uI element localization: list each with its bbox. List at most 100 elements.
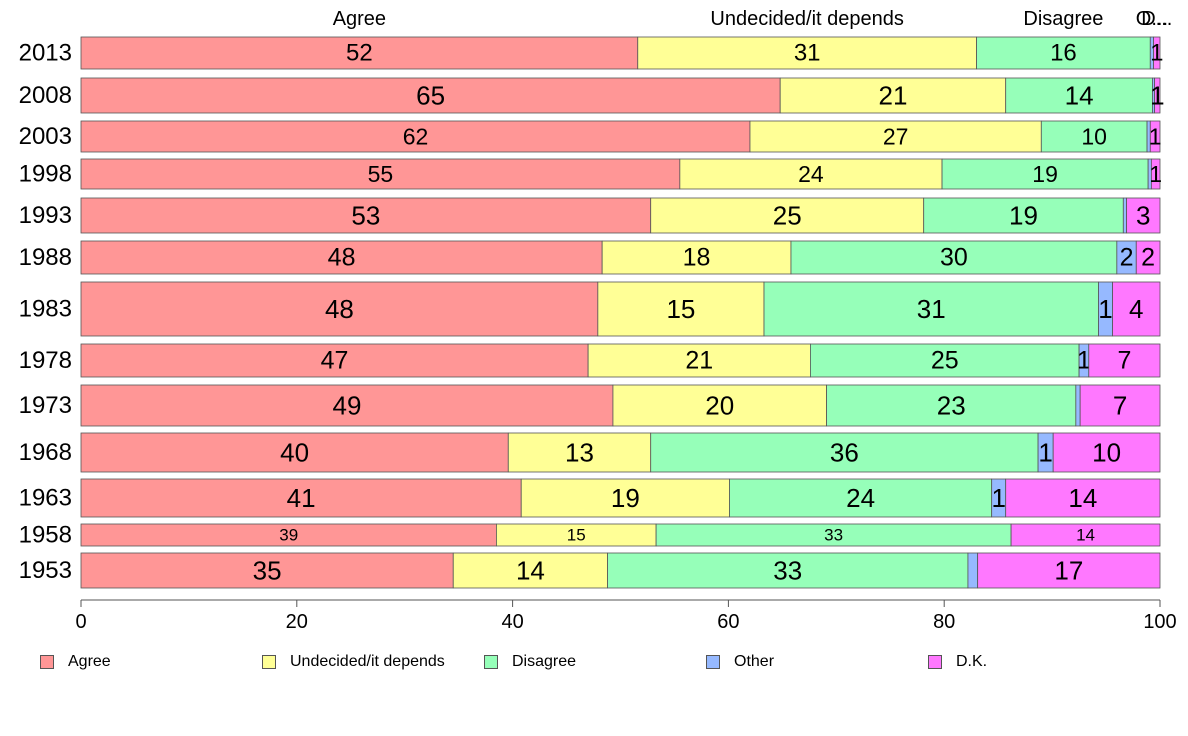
- data-label: 15: [567, 526, 586, 545]
- bar-segment-d-k-: [1088, 343, 1161, 378]
- data-label: 20: [705, 391, 734, 421]
- data-label: 48: [328, 244, 356, 272]
- bar-segment-undecided-it-depends: [452, 552, 608, 589]
- legend-label: Agree: [68, 653, 111, 670]
- bar-segment-undecided-it-depends: [612, 384, 827, 427]
- bar-segment-d-k-: [1052, 432, 1161, 473]
- bar-segment-other: [967, 552, 979, 589]
- legend-item: Undecided/it depends: [262, 650, 445, 674]
- data-label: 53: [351, 201, 380, 231]
- bars: 52 31 16 165 21 14 162 27 10 155 24 19 153 25 19 348 18 3…: [80, 36, 1165, 589]
- column-header-label: Disagree: [1023, 8, 1103, 30]
- bar-segment-disagree: [729, 478, 993, 518]
- data-label: 7: [1117, 347, 1131, 375]
- bar-segment-undecided-it-depends: [749, 120, 1042, 153]
- legend-item: Other: [706, 650, 774, 674]
- data-label: 1: [1150, 40, 1163, 67]
- data-label: 24: [846, 483, 875, 513]
- data-label: 14: [516, 556, 545, 586]
- stacked-bar-chart: Agree Undecided/it depends Disagree O...D..…: [19, 8, 1177, 633]
- data-label: 23: [937, 391, 966, 421]
- data-label: 3: [1136, 201, 1150, 231]
- x-tick-label: 60: [717, 611, 739, 633]
- data-label: 18: [683, 244, 711, 272]
- x-tick-label: 0: [75, 611, 86, 633]
- data-label: 10: [1081, 124, 1107, 150]
- year-label: 2013: [19, 40, 72, 67]
- data-label: 1: [1150, 81, 1164, 111]
- data-label: 39: [279, 526, 298, 545]
- x-tick-label: 20: [286, 611, 308, 633]
- bar-segment-agree: [80, 240, 603, 275]
- data-label: 2: [1141, 244, 1155, 272]
- data-label: 65: [416, 81, 445, 111]
- data-label: 4: [1129, 294, 1143, 324]
- data-label: 14: [1068, 483, 1097, 513]
- bar-segment-agree: [80, 343, 589, 378]
- legend: Agree Undecided/it depends Disagree Other D.…: [0, 650, 1188, 678]
- bar-segment-disagree: [810, 343, 1080, 378]
- data-label: 1: [991, 483, 1005, 513]
- legend-label: D.K.: [956, 653, 988, 670]
- bar-segment-undecided-it-depends: [637, 36, 977, 70]
- data-label: 17: [1054, 556, 1083, 586]
- column-header-label: O...: [1136, 8, 1168, 30]
- bar-segment-d-k-: [1150, 158, 1161, 190]
- bar-segment-disagree: [1040, 120, 1148, 153]
- legend-item: Agree: [40, 650, 111, 674]
- bar-segment-other: [1122, 197, 1127, 234]
- data-label: 1: [1098, 294, 1112, 324]
- legend-label: Disagree: [512, 653, 577, 670]
- legend-swatch: [706, 655, 720, 669]
- bar-segment-disagree: [923, 197, 1124, 234]
- bar-segment-agree: [80, 478, 522, 518]
- data-label: 24: [798, 161, 824, 187]
- bar-segment-agree: [80, 281, 599, 337]
- bar-segment-disagree: [790, 240, 1118, 275]
- legend-swatch: [40, 655, 54, 669]
- year-label: 1993: [19, 202, 72, 229]
- bar-segment-d-k-: [1149, 120, 1161, 153]
- bar-segment-undecided-it-depends: [679, 158, 943, 190]
- data-label: 19: [611, 483, 640, 513]
- bar-segment-agree: [80, 432, 509, 473]
- data-label: 40: [280, 438, 309, 468]
- data-label: 16: [1050, 40, 1077, 67]
- column-header-label: Agree: [333, 8, 386, 30]
- legend-swatch: [262, 655, 276, 669]
- year-label: 1968: [19, 439, 72, 466]
- bar-segment-d-k-: [977, 552, 1161, 589]
- data-label: 41: [287, 483, 316, 513]
- data-label: 19: [1032, 161, 1058, 187]
- bar-segment-undecided-it-depends: [507, 432, 652, 473]
- legend-item: D.K.: [928, 650, 987, 674]
- data-label: 19: [1009, 201, 1038, 231]
- data-label: 7: [1113, 391, 1127, 421]
- year-label: 1958: [19, 522, 72, 549]
- data-label: 13: [565, 438, 594, 468]
- x-tick-label: 80: [933, 611, 955, 633]
- data-label: 33: [824, 526, 843, 545]
- year-labels: 2013 2008 2003 1998 1993 1988 1983 1978 1973 1968…: [19, 40, 72, 585]
- data-label: 31: [917, 294, 946, 324]
- year-label: 1983: [19, 296, 72, 323]
- year-label: 1998: [19, 161, 72, 188]
- bar-segment-undecided-it-depends: [650, 197, 925, 234]
- legend-label: Other: [734, 653, 775, 670]
- data-label: 1: [1149, 124, 1162, 150]
- bar-segment-agree: [80, 552, 454, 589]
- data-label: 25: [773, 201, 802, 231]
- bar-segment-agree: [80, 77, 781, 114]
- bar-segment-agree: [80, 158, 681, 190]
- data-label: 1: [1149, 161, 1162, 187]
- legend-label: Undecided/it depends: [290, 653, 445, 670]
- column-header-labels: Agree Undecided/it depends Disagree O...D..…: [333, 8, 1173, 30]
- data-label: 21: [878, 81, 907, 111]
- data-label: 30: [940, 244, 968, 272]
- bar-segment-agree: [80, 197, 652, 234]
- legend-swatch: [484, 655, 498, 669]
- data-label: 14: [1076, 526, 1095, 545]
- bar-segment-disagree: [763, 281, 1099, 337]
- data-label: 52: [346, 40, 373, 67]
- data-label: 48: [325, 294, 354, 324]
